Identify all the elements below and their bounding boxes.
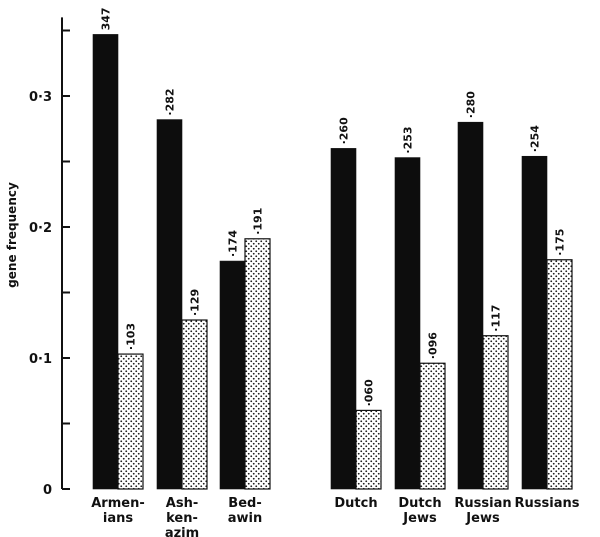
bar-value-label: ·282 [164,88,177,115]
category-label: ken- [166,511,198,526]
bar-value-label: ·280 [465,91,478,118]
category-label: ians [103,511,133,526]
y-tick-label: 0 [43,483,52,498]
bar-value-label: ·260 [338,117,351,144]
bar-value-label: ·254 [529,125,542,152]
solid-bar [330,148,357,490]
category-label: azim [165,526,199,537]
stippled-bar [244,238,271,490]
category-label: Ash- [166,496,198,511]
stippled-bar [181,319,208,490]
solid-bar [521,155,548,490]
bar-value-label: ·096 [427,332,440,359]
bar-value-label: ·253 [402,126,415,153]
bar-value-label: ·103 [125,323,138,350]
solid-bar [92,34,119,490]
category-label: Armen- [91,496,145,511]
category-label: Russian [454,496,511,511]
stippled-bar [482,335,509,490]
solid-bar [156,119,183,490]
category-label: Russians [515,496,580,511]
stippled-bar [419,362,446,490]
bar-value-label: ·129 [189,289,202,316]
solid-bar [457,121,484,490]
bar-value-label: ·191 [252,208,265,235]
axis-layer: 0 0·1 0·2 0·3 [29,17,70,498]
label-layer: 347 ·282 ·174 ·260 ·253 ·280 ·254 ·103 ·129 ·191 ·… [91,7,579,537]
category-label: Dutch [334,496,377,511]
bar-value-label: ·175 [554,229,567,256]
category-label: Dutch [398,496,441,511]
y-tick-label: 0·3 [29,90,52,105]
bar-layer [92,34,573,490]
bar-value-label: ·117 [490,305,503,332]
y-tick-label: 0·1 [29,352,52,367]
y-tick-label: 0·2 [29,221,52,236]
bar-value-label: ·174 [227,230,240,257]
stippled-bar [117,353,144,490]
stippled-bar [546,259,573,490]
bar-value-label: 347 [100,7,113,30]
category-label: Jews [402,511,437,526]
category-label: awin [228,511,263,526]
y-axis-title: gene frequency [5,182,19,288]
solid-bar [219,260,246,490]
bar-value-label: ·060 [363,379,376,406]
solid-bar [394,157,421,490]
stippled-bar [355,409,382,490]
category-label: Jews [465,511,500,526]
category-label: Bed- [228,496,261,511]
